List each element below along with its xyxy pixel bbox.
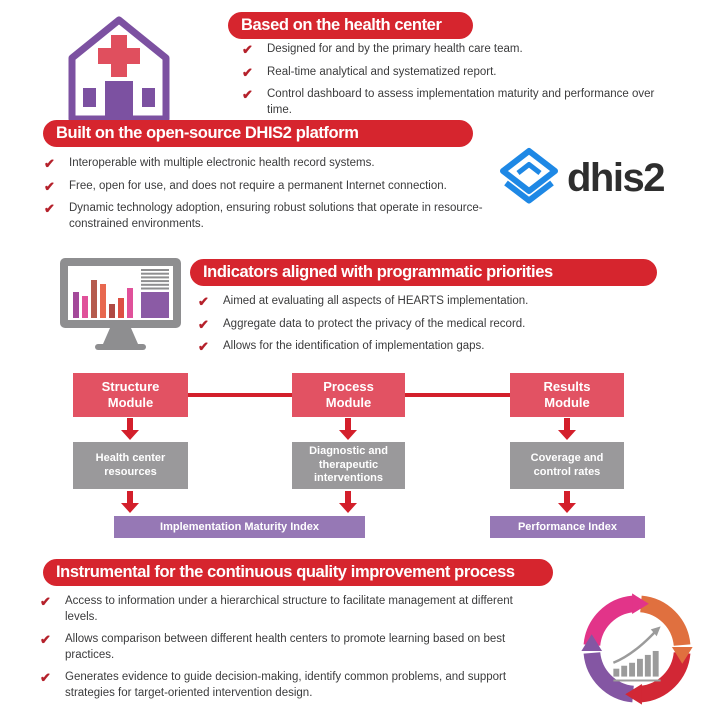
bullet-item: ✔ Designed for and by the primary health…	[242, 42, 674, 58]
check-icon: ✔	[198, 316, 209, 332]
bullet-text: Real-time analytical and systematized re…	[267, 65, 497, 78]
bullet-item: ✔ Free, open for use, and does not requi…	[44, 179, 502, 195]
banner-quality-improvement: Instrumental for the continuous quality …	[43, 559, 553, 586]
banner-based-on-health-center: Based on the health center	[228, 12, 473, 39]
module-box-process: Process Module	[292, 373, 405, 417]
dhis2-logo: dhis2	[497, 143, 687, 213]
output-label: Diagnostic and therapeutic interventions	[309, 445, 388, 485]
module-box-structure: Structure Module	[73, 373, 188, 417]
banner-indicators: Indicators aligned with programmatic pri…	[190, 259, 657, 286]
bullet-item: ✔ Real-time analytical and systematized …	[242, 65, 674, 81]
down-arrow-icon	[339, 491, 357, 513]
bullet-text: Control dashboard to assess implementati…	[267, 88, 655, 116]
growth-chart-icon	[612, 626, 661, 682]
output-box-health-center-resources: Health center resources	[73, 442, 188, 489]
check-icon: ✔	[242, 64, 253, 80]
index-bar-performance: Performance Index	[490, 516, 645, 538]
check-icon: ✔	[242, 87, 253, 102]
dhis2-logo-text: dhis2	[567, 156, 665, 200]
bullet-item: ✔ Dynamic technology adoption, ensuring …	[44, 201, 502, 232]
output-box-coverage-control: Coverage and control rates	[510, 442, 624, 489]
bullet-item: ✔ Allows for the identification of imple…	[198, 339, 663, 355]
improvement-bullet-list: ✔ Access to information under a hierarch…	[40, 594, 538, 708]
bullet-item: ✔ Aimed at evaluating all aspects of HEA…	[198, 294, 663, 310]
output-label: Coverage and control rates	[530, 452, 604, 478]
banner-text: Based on the health center	[241, 16, 442, 34]
bullet-text: Interoperable with multiple electronic h…	[69, 157, 375, 169]
check-icon: ✔	[198, 339, 209, 354]
bullet-text: Access to information under a hierarchic…	[65, 595, 513, 623]
check-icon: ✔	[198, 294, 209, 309]
module-label: Structure Module	[101, 379, 160, 410]
module-label: Process Module	[323, 379, 374, 410]
check-icon: ✔	[44, 156, 55, 171]
banner-text: Built on the open-source DHIS2 platform	[56, 124, 359, 142]
down-arrow-icon	[121, 418, 139, 440]
check-icon: ✔	[40, 632, 51, 647]
down-arrow-icon	[558, 491, 576, 513]
bullet-text: Allows for the identification of impleme…	[223, 340, 485, 352]
index-label: Performance Index	[517, 521, 618, 533]
banner-text: Instrumental for the continuous quality …	[56, 563, 515, 581]
dhis2-bullet-list: ✔ Interoperable with multiple electronic…	[44, 156, 502, 239]
module-label: Results Module	[543, 379, 591, 410]
bullet-text: Free, open for use, and does not require…	[69, 179, 447, 192]
health-center-house-icon	[68, 16, 170, 123]
bullet-item: ✔ Allows comparison between different he…	[40, 632, 538, 663]
bullet-item: ✔ Control dashboard to assess implementa…	[242, 87, 674, 118]
check-icon: ✔	[44, 178, 55, 194]
bullet-item: ✔ Generates evidence to guide decision-m…	[40, 670, 538, 701]
bullet-text: Dynamic technology adoption, ensuring ro…	[69, 202, 483, 230]
bullet-text: Designed for and by the primary health c…	[267, 43, 523, 55]
down-arrow-icon	[339, 418, 357, 440]
index-bar-implementation-maturity: Implementation Maturity Index	[114, 516, 365, 538]
dhis2-layers-icon	[500, 148, 558, 204]
bullet-text: Generates evidence to guide decision-mak…	[65, 671, 507, 699]
dashboard-monitor-icon	[60, 258, 181, 350]
bullet-text: Aggregate data to protect the privacy of…	[223, 317, 526, 330]
module-box-results: Results Module	[510, 373, 624, 417]
index-label: Implementation Maturity Index	[160, 521, 319, 533]
check-icon: ✔	[44, 201, 55, 216]
down-arrow-icon	[121, 491, 139, 513]
banner-text: Indicators aligned with programmatic pri…	[203, 263, 553, 281]
bullet-text: Allows comparison between different heal…	[65, 633, 506, 661]
indicators-bullet-list: ✔ Aimed at evaluating all aspects of HEA…	[198, 294, 663, 362]
improvement-cycle-icon	[581, 593, 693, 705]
connector-line	[188, 393, 292, 397]
connector-line	[405, 393, 510, 397]
bullet-text: Aimed at evaluating all aspects of HEART…	[223, 295, 529, 307]
banner-dhis2-platform: Built on the open-source DHIS2 platform	[43, 120, 473, 147]
check-icon: ✔	[40, 594, 51, 609]
bullet-item: ✔ Aggregate data to protect the privacy …	[198, 317, 663, 333]
check-icon: ✔	[242, 42, 253, 57]
output-label: Health center resources	[95, 452, 166, 478]
down-arrow-icon	[558, 418, 576, 440]
bullet-item: ✔ Access to information under a hierarch…	[40, 594, 538, 625]
bullet-item: ✔ Interoperable with multiple electronic…	[44, 156, 502, 172]
health-center-bullet-list: ✔ Designed for and by the primary health…	[242, 42, 674, 125]
check-icon: ✔	[40, 670, 51, 685]
output-box-diagnostic-interventions: Diagnostic and therapeutic interventions	[292, 442, 405, 489]
